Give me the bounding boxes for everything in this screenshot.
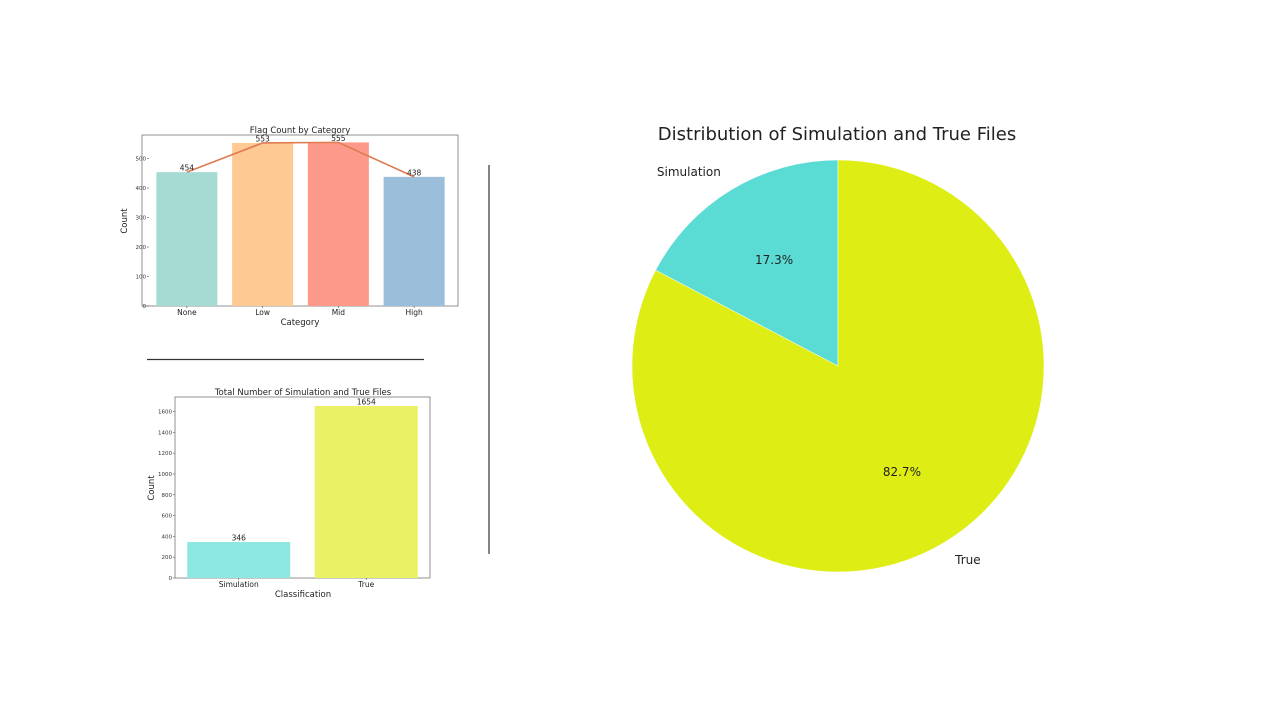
slice-label: True <box>954 553 981 567</box>
x-tick-label: Simulation <box>219 580 259 589</box>
y-tick-label: 1400 <box>158 430 172 436</box>
y-tick-label: 500 <box>136 157 147 163</box>
y-axis-label: Count <box>147 475 157 501</box>
data-label: 454 <box>180 164 195 173</box>
plot-frame <box>141 134 459 307</box>
y-tick-label: 300 <box>136 216 147 222</box>
y-tick-label: 400 <box>136 186 147 192</box>
slice-percent: 17.3% <box>755 253 793 267</box>
chart-title: Distribution of Simulation and True File… <box>658 124 1016 145</box>
x-tick-label: None <box>177 308 197 317</box>
y-axis-label: Count <box>120 208 130 234</box>
data-label: 1654 <box>357 397 376 406</box>
chart-title: Flag Count by Category <box>250 126 350 136</box>
pie-slice-simulation <box>655 159 839 367</box>
bar-low <box>232 142 294 306</box>
y-tick-label: 200 <box>136 245 147 251</box>
x-tick-label: Low <box>255 308 270 317</box>
slice-label: Simulation <box>657 165 721 179</box>
bar-true <box>314 405 418 578</box>
pie-slice-true <box>631 159 1045 573</box>
y-tick-label: 1600 <box>158 410 172 416</box>
trend-line <box>186 141 415 178</box>
bar-high <box>383 176 445 306</box>
chart-title: Total Number of Simulation and True File… <box>214 388 392 398</box>
data-label: 555 <box>331 134 346 143</box>
x-tick-label: True <box>357 580 374 589</box>
y-tick-label: 800 <box>162 493 173 499</box>
y-tick-label: 1000 <box>158 472 172 478</box>
x-axis-label: Classification <box>275 590 331 600</box>
x-axis-label: Category <box>281 318 320 328</box>
x-tick-label: High <box>406 308 423 317</box>
y-tick-label: 200 <box>162 555 173 561</box>
slice-percent: 82.7% <box>883 465 921 479</box>
bar-mid <box>307 142 369 306</box>
y-tick-label: 600 <box>162 514 173 520</box>
x-tick-label: Mid <box>332 308 346 317</box>
data-label: 346 <box>232 534 247 543</box>
y-tick-label: 1200 <box>158 451 172 457</box>
y-tick-label: 400 <box>162 534 173 540</box>
y-tick-label: 0 <box>169 576 173 582</box>
plot-frame <box>174 396 431 579</box>
bar-none <box>156 172 218 306</box>
y-tick-label: 100 <box>136 275 147 281</box>
y-tick-label: 0 <box>143 304 147 310</box>
data-label: 438 <box>407 168 422 177</box>
bar-simulation <box>187 542 291 578</box>
data-label: 553 <box>255 134 270 143</box>
